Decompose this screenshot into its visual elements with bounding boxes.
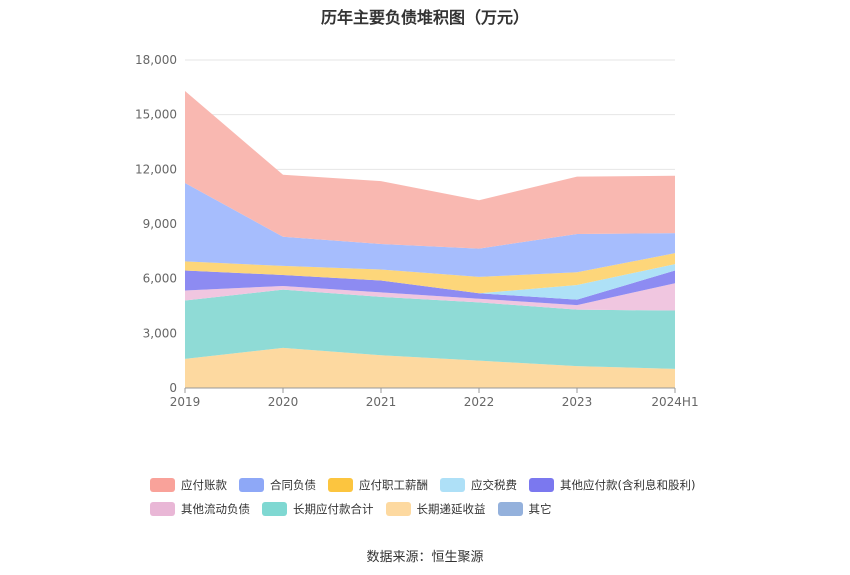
y-tick-label: 12,000 — [135, 162, 177, 176]
y-tick-label: 18,000 — [135, 53, 177, 67]
legend-label: 其他应付款(含利息和股利) — [560, 478, 696, 492]
area-长期应付款合计 — [185, 289, 675, 369]
legend-row-1: 应付账款 合同负债 应付职工薪酬 应交税费 其他应付款(含利息和股利) — [150, 473, 750, 497]
legend-item[interactable]: 长期递延收益 — [385, 501, 486, 517]
legend-swatch — [150, 478, 175, 492]
y-tick-label: 0 — [169, 381, 177, 395]
x-tick-label: 2019 — [170, 395, 201, 409]
legend-label: 其他流动负债 — [181, 502, 250, 516]
legend-item[interactable]: 其他流动负债 — [150, 501, 250, 517]
x-tick-label: 2023 — [562, 395, 593, 409]
y-tick-label: 3,000 — [143, 326, 177, 340]
x-tick-label: 2024H1 — [651, 395, 698, 409]
area-应付职工薪酬 — [185, 253, 675, 294]
data-source: 数据来源：恒生聚源 — [366, 550, 484, 565]
legend-label: 应交税费 — [471, 478, 517, 492]
legend-swatch — [385, 502, 411, 516]
legend-label: 应付职工薪酬 — [359, 478, 428, 492]
chart-title: 历年主要负债堆积图（万元） — [320, 8, 529, 27]
stacked-area-chart: 0 3,000 6,000 9,000 12,000 15,000 18,000 2019 20… — [135, 53, 699, 409]
legend-label: 长期递延收益 — [416, 502, 486, 516]
legend-swatch — [440, 478, 465, 492]
area-其他流动负债 — [185, 283, 675, 311]
legend-item[interactable]: 其它 — [497, 501, 552, 517]
legend-label: 长期应付款合计 — [293, 502, 374, 516]
legend-swatch — [150, 502, 175, 516]
legend-label: 其它 — [528, 502, 552, 516]
legend-swatch — [529, 478, 554, 492]
x-tick-label: 2022 — [464, 395, 495, 409]
legend-item[interactable]: 其他应付款(含利息和股利) — [529, 477, 695, 493]
x-tick-label: 2020 — [268, 395, 299, 409]
y-tick-label: 6,000 — [143, 272, 177, 286]
legend-row-2: 其他流动负债 长期应付款合计 长期递延收益 其它 — [150, 497, 750, 521]
legend-item[interactable]: 长期应付款合计 — [262, 501, 374, 517]
area-其他应付款(含利息和股利) — [185, 270, 675, 306]
area-应付账款 — [185, 90, 675, 249]
legend-item[interactable]: 应付职工薪酬 — [328, 477, 428, 493]
area-长期递延收益 — [185, 347, 675, 388]
x-tick-label: 2021 — [366, 395, 397, 409]
legend-item[interactable]: 合同负债 — [239, 477, 316, 493]
y-tick-label: 15,000 — [135, 108, 177, 122]
legend-swatch — [262, 502, 287, 516]
legend: 应付账款 合同负债 应付职工薪酬 应交税费 其他应付款(含利息和股利) 其他流动负债 长期… — [150, 473, 750, 521]
area-合同负债 — [185, 183, 675, 277]
y-tick-label: 9,000 — [143, 217, 177, 231]
legend-swatch — [239, 478, 264, 492]
area-series — [185, 90, 675, 388]
area-应交税费 — [185, 264, 675, 300]
legend-swatch — [497, 502, 523, 516]
legend-label: 合同负债 — [270, 478, 316, 492]
legend-item[interactable]: 应交税费 — [440, 477, 517, 493]
legend-swatch — [328, 478, 353, 492]
legend-label: 应付账款 — [181, 478, 227, 492]
legend-item[interactable]: 应付账款 — [150, 477, 227, 493]
axes: 0 3,000 6,000 9,000 12,000 15,000 18,000 2019 20… — [135, 53, 699, 409]
